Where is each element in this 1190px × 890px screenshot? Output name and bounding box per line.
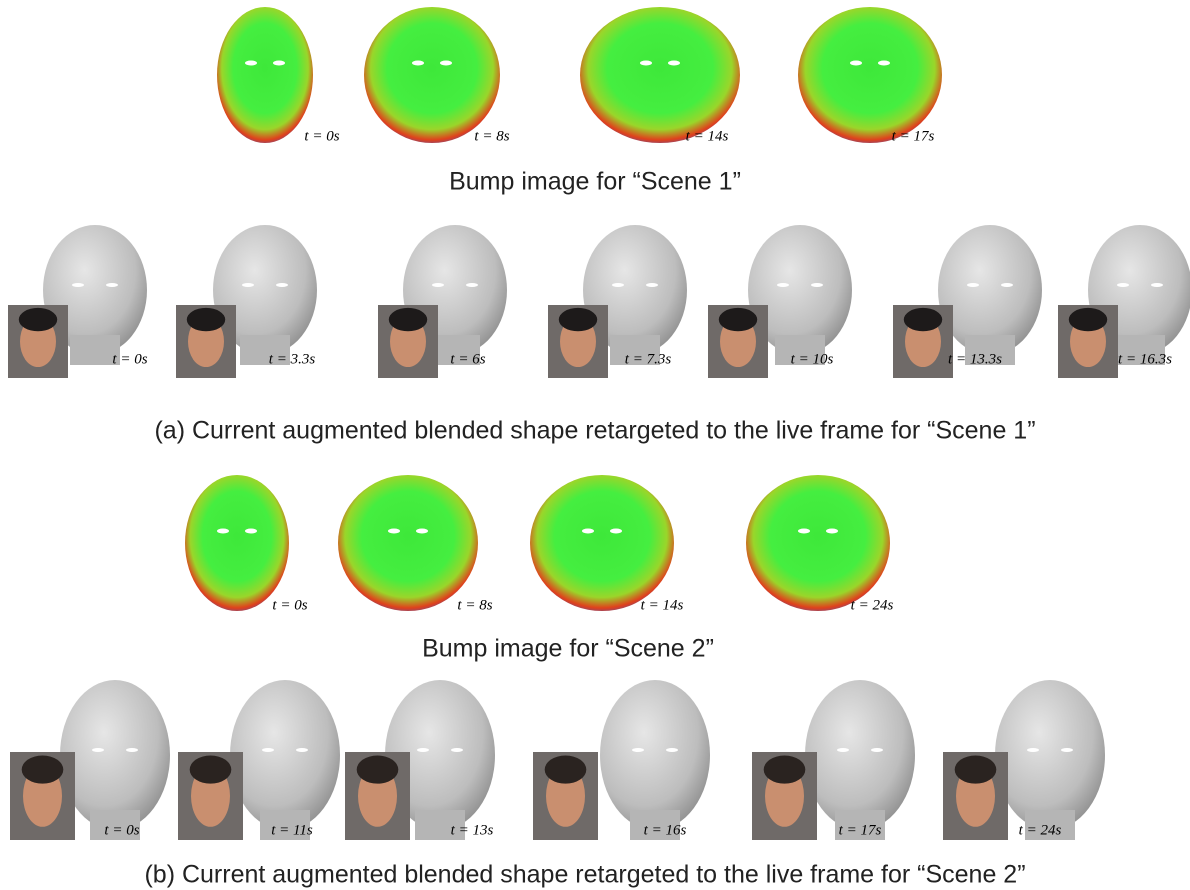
eye bbox=[1117, 283, 1129, 287]
time-label: t = 16.3s bbox=[1118, 351, 1172, 367]
eye bbox=[668, 61, 680, 66]
eye bbox=[296, 748, 308, 752]
head-shape bbox=[600, 680, 710, 830]
eye bbox=[106, 283, 118, 287]
eye bbox=[242, 283, 254, 287]
bump-face bbox=[530, 475, 674, 611]
eye bbox=[777, 283, 789, 287]
eye bbox=[640, 61, 652, 66]
eye bbox=[871, 748, 883, 752]
eye bbox=[273, 61, 285, 66]
eye bbox=[416, 529, 428, 534]
time-label: t = 10s bbox=[791, 351, 834, 367]
caption: Bump image for “Scene 2” bbox=[422, 635, 714, 663]
time-label: t = 24s bbox=[1019, 822, 1062, 838]
bump-face bbox=[217, 7, 313, 143]
eye bbox=[245, 529, 257, 534]
time-label: t = 6s bbox=[450, 351, 485, 367]
eye bbox=[1061, 748, 1073, 752]
eye bbox=[440, 61, 452, 66]
bump-face bbox=[580, 7, 740, 143]
photo-hair bbox=[190, 756, 232, 784]
photo-hair bbox=[19, 308, 57, 331]
photo-hair bbox=[22, 756, 64, 784]
eye bbox=[92, 748, 104, 752]
time-label: t = 16s bbox=[644, 822, 687, 838]
eye bbox=[850, 61, 862, 66]
head-shape bbox=[230, 680, 340, 830]
time-label: t = 8s bbox=[457, 597, 492, 613]
eye bbox=[811, 283, 823, 287]
time-label: t = 7.3s bbox=[625, 351, 672, 367]
photo-hair bbox=[955, 756, 997, 784]
eye bbox=[612, 283, 624, 287]
eye bbox=[666, 748, 678, 752]
eye bbox=[610, 529, 622, 534]
eye bbox=[837, 748, 849, 752]
photo-hair bbox=[357, 756, 399, 784]
head-shape bbox=[60, 680, 170, 830]
eye bbox=[72, 283, 84, 287]
bump-face bbox=[798, 7, 942, 143]
time-label: t = 24s bbox=[851, 597, 894, 613]
eye bbox=[217, 529, 229, 534]
time-label: t = 13.3s bbox=[948, 351, 1002, 367]
photo-hair bbox=[389, 308, 427, 331]
eye bbox=[466, 283, 478, 287]
eye bbox=[582, 529, 594, 534]
photo-hair bbox=[904, 308, 942, 331]
eye bbox=[826, 529, 838, 534]
photo-hair bbox=[764, 756, 806, 784]
eye bbox=[632, 748, 644, 752]
eye bbox=[646, 283, 658, 287]
eye bbox=[417, 748, 429, 752]
time-label: t = 0s bbox=[104, 822, 139, 838]
caption: Bump image for “Scene 1” bbox=[449, 168, 741, 196]
photo-hair bbox=[187, 308, 225, 331]
time-label: t = 17s bbox=[892, 128, 935, 144]
eye bbox=[798, 529, 810, 534]
eye bbox=[388, 529, 400, 534]
bump-face bbox=[364, 7, 500, 143]
figure: Bump image for “Scene 1” (a) Current aug… bbox=[0, 0, 1190, 890]
eye bbox=[1027, 748, 1039, 752]
bump-face bbox=[185, 475, 289, 611]
eye bbox=[878, 61, 890, 66]
eye bbox=[451, 748, 463, 752]
eye bbox=[1151, 283, 1163, 287]
time-label: t = 13s bbox=[451, 822, 494, 838]
eye bbox=[412, 61, 424, 66]
time-label: t = 0s bbox=[304, 128, 339, 144]
photo-hair bbox=[545, 756, 587, 784]
eye bbox=[126, 748, 138, 752]
eye bbox=[1001, 283, 1013, 287]
time-label: t = 17s bbox=[839, 822, 882, 838]
time-label: t = 0s bbox=[272, 597, 307, 613]
head-shape bbox=[995, 680, 1105, 830]
caption: (b) Current augmented blended shape reta… bbox=[144, 861, 1025, 889]
time-label: t = 11s bbox=[271, 822, 313, 838]
caption: (a) Current augmented blended shape reta… bbox=[154, 417, 1035, 445]
photo-hair bbox=[719, 308, 757, 331]
eye bbox=[276, 283, 288, 287]
eye bbox=[262, 748, 274, 752]
eye bbox=[245, 61, 257, 66]
bump-face bbox=[746, 475, 890, 611]
time-label: t = 14s bbox=[686, 128, 729, 144]
bump-face bbox=[338, 475, 478, 611]
eye bbox=[967, 283, 979, 287]
photo-hair bbox=[1069, 308, 1107, 331]
time-label: t = 3.3s bbox=[269, 351, 316, 367]
time-label: t = 14s bbox=[641, 597, 684, 613]
eye bbox=[432, 283, 444, 287]
photo-hair bbox=[559, 308, 597, 331]
head-shape bbox=[805, 680, 915, 830]
time-label: t = 8s bbox=[474, 128, 509, 144]
time-label: t = 0s bbox=[112, 351, 147, 367]
